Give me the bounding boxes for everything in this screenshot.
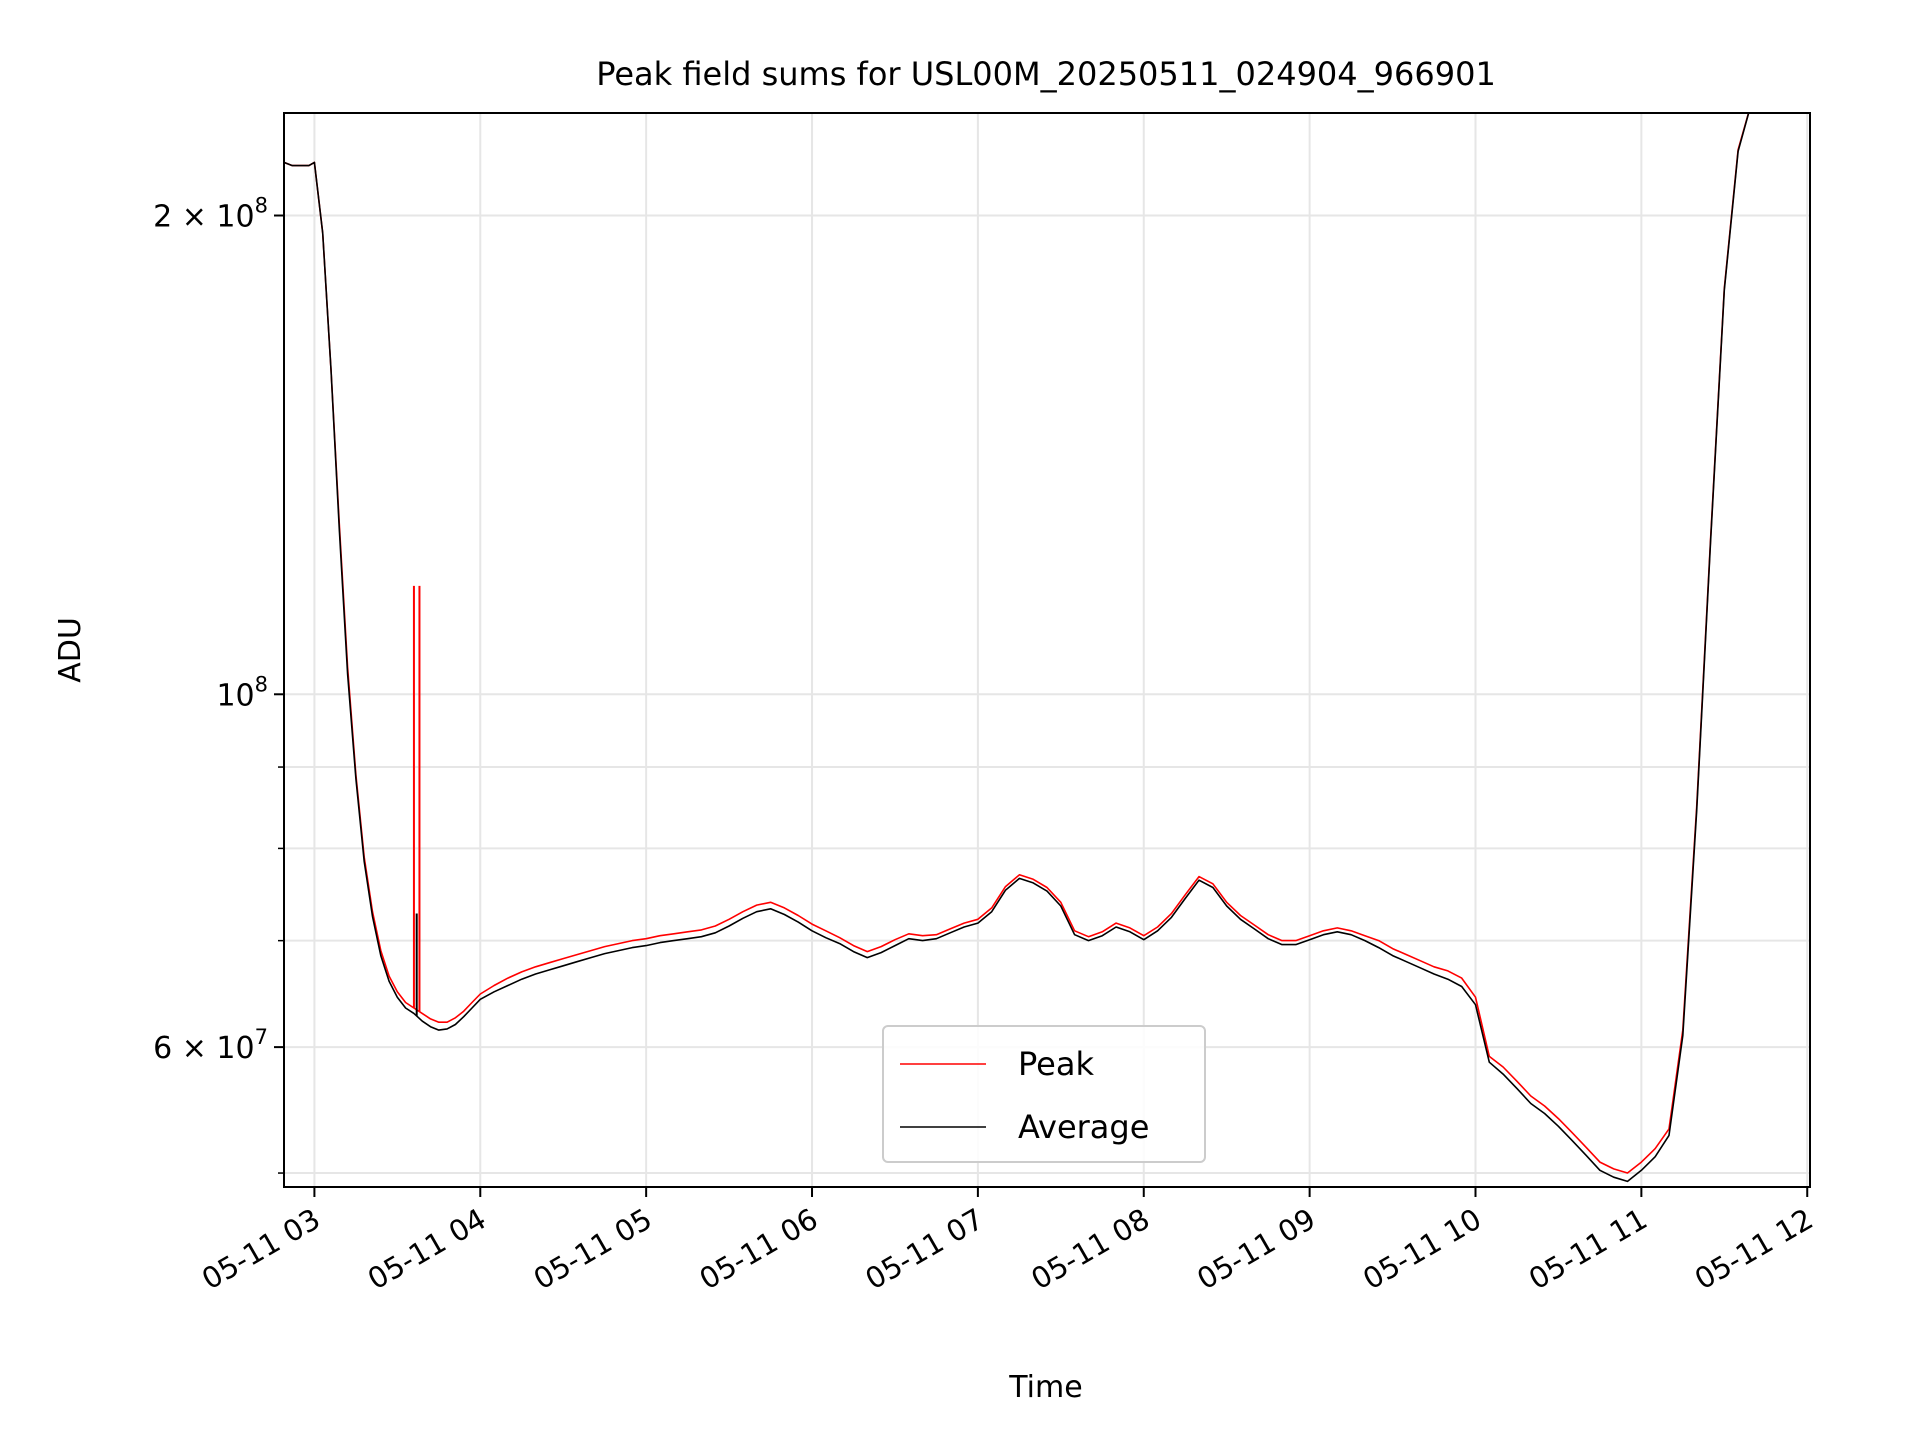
y-axis: 6 × 107 108 2 × 108 [153, 194, 284, 1174]
y-tick-label: 2 × 108 [153, 194, 268, 235]
legend: Peak Average [882, 1025, 1206, 1163]
y-tick-label: 108 [216, 672, 268, 713]
series-line-average [284, 113, 1750, 1183]
legend-box [882, 1025, 1206, 1163]
chart-title: Peak field sums for USL00M_20250511_0249… [596, 55, 1496, 93]
legend-peak-label: Peak [1018, 1045, 1094, 1083]
y-axis-label: ADU [53, 617, 88, 683]
series-line-peak [284, 113, 1750, 1174]
y-tick-label: 6 × 107 [153, 1025, 268, 1066]
x-axis-label: Time [1008, 1370, 1082, 1405]
plot-frame [283, 112, 1811, 1188]
series-layer [284, 113, 1750, 1183]
legend-average-label: Average [1018, 1108, 1149, 1146]
